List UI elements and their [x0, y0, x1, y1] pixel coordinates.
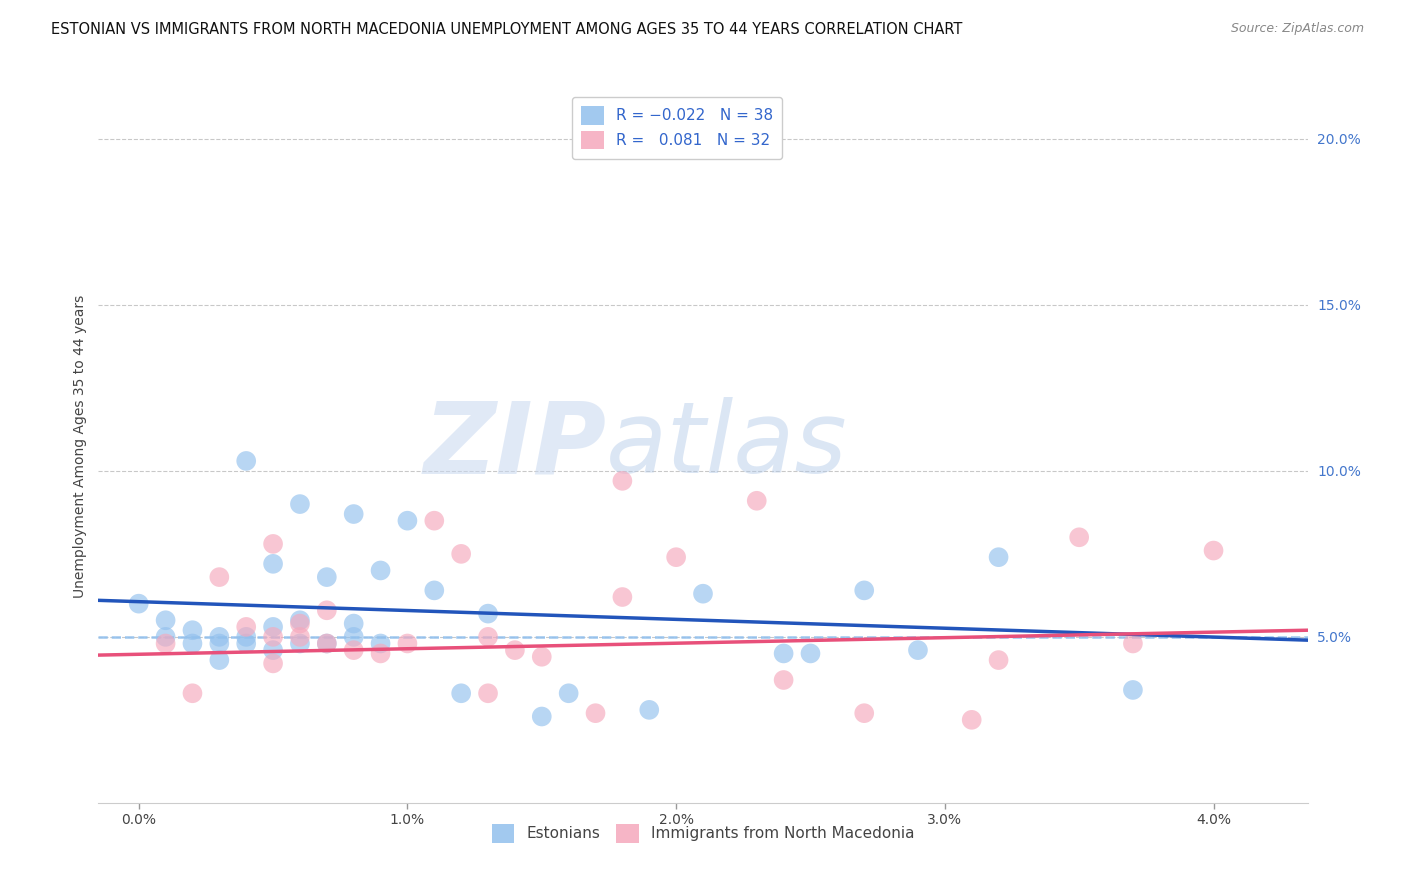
Point — [477, 686, 499, 700]
Point — [1069, 530, 1091, 544]
Point — [853, 583, 876, 598]
Point — [262, 557, 284, 571]
Point — [557, 686, 579, 700]
Point — [208, 630, 231, 644]
Point — [987, 653, 1010, 667]
Point — [612, 590, 634, 604]
Point — [396, 514, 419, 528]
Point — [477, 630, 499, 644]
Point — [181, 686, 204, 700]
Point — [987, 550, 1010, 565]
Point — [262, 630, 284, 644]
Point — [772, 647, 794, 661]
Point — [450, 547, 472, 561]
Text: ESTONIAN VS IMMIGRANTS FROM NORTH MACEDONIA UNEMPLOYMENT AMONG AGES 35 TO 44 YEA: ESTONIAN VS IMMIGRANTS FROM NORTH MACEDO… — [51, 22, 962, 37]
Point — [343, 643, 366, 657]
Point — [370, 636, 392, 650]
Point — [692, 587, 714, 601]
Point — [288, 616, 311, 631]
Point — [772, 673, 794, 687]
Legend: Estonians, Immigrants from North Macedonia: Estonians, Immigrants from North Macedon… — [485, 818, 921, 848]
Point — [315, 603, 337, 617]
Point — [155, 613, 177, 627]
Point — [450, 686, 472, 700]
Point — [396, 636, 419, 650]
Point — [315, 636, 337, 650]
Point — [235, 636, 257, 650]
Point — [638, 703, 661, 717]
Point — [315, 636, 337, 650]
Point — [1122, 636, 1144, 650]
Point — [370, 647, 392, 661]
Point — [423, 583, 446, 598]
Text: atlas: atlas — [606, 398, 848, 494]
Point — [423, 514, 446, 528]
Point — [370, 564, 392, 578]
Point — [181, 636, 204, 650]
Point — [530, 649, 553, 664]
Point — [235, 630, 257, 644]
Point — [288, 497, 311, 511]
Point — [612, 474, 634, 488]
Point — [155, 636, 177, 650]
Text: ZIP: ZIP — [423, 398, 606, 494]
Point — [288, 630, 311, 644]
Point — [343, 630, 366, 644]
Point — [288, 636, 311, 650]
Point — [208, 570, 231, 584]
Point — [208, 653, 231, 667]
Point — [1122, 682, 1144, 697]
Point — [155, 630, 177, 644]
Point — [288, 613, 311, 627]
Point — [907, 643, 929, 657]
Point — [799, 647, 821, 661]
Point — [343, 616, 366, 631]
Point — [745, 493, 768, 508]
Point — [585, 706, 607, 721]
Point — [262, 643, 284, 657]
Point — [853, 706, 876, 721]
Point — [343, 507, 366, 521]
Point — [208, 636, 231, 650]
Point — [128, 597, 150, 611]
Point — [181, 624, 204, 638]
Point — [315, 570, 337, 584]
Text: Source: ZipAtlas.com: Source: ZipAtlas.com — [1230, 22, 1364, 36]
Point — [960, 713, 983, 727]
Point — [235, 620, 257, 634]
Point — [477, 607, 499, 621]
Point — [235, 454, 257, 468]
Y-axis label: Unemployment Among Ages 35 to 44 years: Unemployment Among Ages 35 to 44 years — [73, 294, 87, 598]
Point — [262, 657, 284, 671]
Point — [665, 550, 688, 565]
Point — [262, 620, 284, 634]
Point — [503, 643, 526, 657]
Point — [1202, 543, 1225, 558]
Point — [530, 709, 553, 723]
Point — [262, 537, 284, 551]
